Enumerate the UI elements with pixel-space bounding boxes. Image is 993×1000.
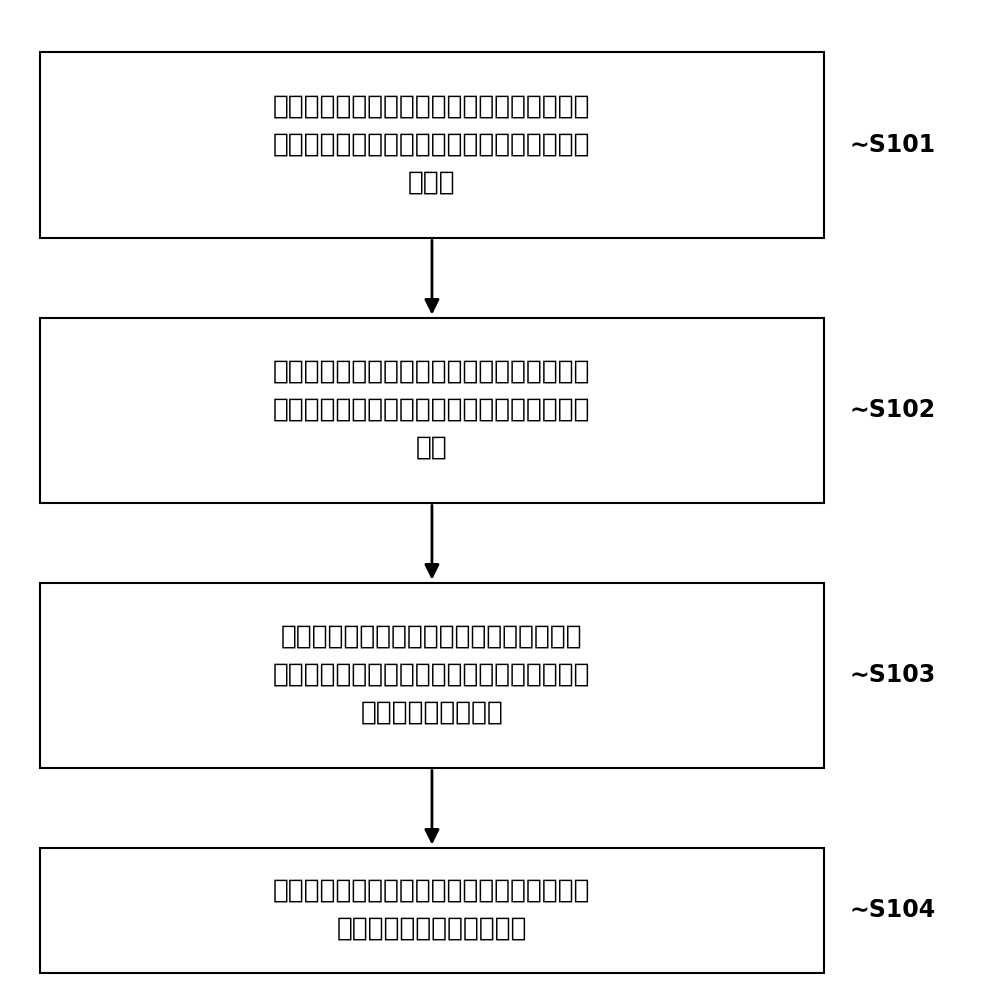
Bar bbox=[40, 52, 824, 237]
Text: 对预淀积步骤中的背面压力与良率进行对比，
找出随着背面压力的增加或者减少，良率的变
化结果: 对预淀积步骤中的背面压力与良率进行对比， 找出随着背面压力的增加或者减少，良率的… bbox=[273, 94, 591, 196]
Text: 获取预淀积步骤、成核步骤与大量淀积步骤中
的各个背面压力的最佳数值: 获取预淀积步骤、成核步骤与大量淀积步骤中 的各个背面压力的最佳数值 bbox=[273, 878, 591, 942]
Text: ∼S101: ∼S101 bbox=[849, 133, 935, 157]
Text: ∼S102: ∼S102 bbox=[849, 398, 935, 422]
Bar bbox=[40, 318, 824, 503]
Text: 对成核步骤中的背面压力与良率进行对比，找
出随着背面压力的增加或者减少，良率的变化
结果: 对成核步骤中的背面压力与良率进行对比，找 出随着背面压力的增加或者减少，良率的变… bbox=[273, 359, 591, 461]
Text: 对大量淀积步骤中的背面压力与良率进行对
比，找出随着背面压力的增加或者减少，良率
和均匀性的变化结果: 对大量淀积步骤中的背面压力与良率进行对 比，找出随着背面压力的增加或者减少，良率… bbox=[273, 624, 591, 726]
Bar bbox=[40, 848, 824, 972]
Bar bbox=[40, 582, 824, 768]
Text: ∼S104: ∼S104 bbox=[849, 898, 935, 922]
Text: ∼S103: ∼S103 bbox=[849, 663, 935, 687]
